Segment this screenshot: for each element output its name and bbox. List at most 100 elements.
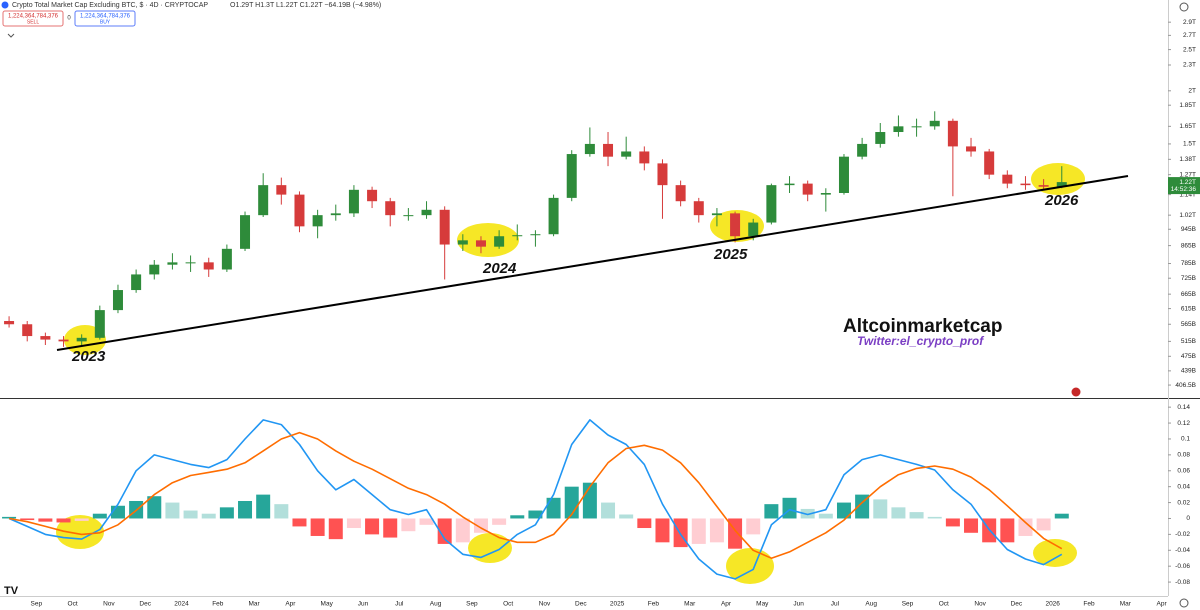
x-tick-label: 2026 <box>1045 601 1060 608</box>
sell-price[interactable]: 1,224,364,784,376 <box>8 14 59 20</box>
histogram-bar <box>528 510 543 519</box>
y-tick-label: 2.3T <box>1183 62 1196 69</box>
candle-body <box>348 189 359 214</box>
spread: 0 <box>67 16 71 22</box>
y-tick-label: 0.04 <box>1177 483 1190 490</box>
histogram-bar <box>1036 518 1051 531</box>
y-tick-label: 1.85T <box>1179 102 1196 109</box>
candle-body <box>221 248 232 270</box>
candle-body <box>475 240 486 247</box>
histogram-bar <box>691 518 706 544</box>
ohlc: O1.29T H1.3T L1.22T C1.22T −64.19B (−4.9… <box>230 2 381 9</box>
y-tick-label: 615B <box>1181 305 1196 312</box>
candle-body <box>58 339 69 342</box>
candle-body <box>766 185 777 223</box>
candle-body <box>911 126 922 128</box>
candle-body <box>76 337 87 342</box>
y-tick-label: 1.02T <box>1179 212 1196 219</box>
histogram-bar <box>746 518 761 535</box>
annotation: 2026 <box>1044 192 1079 209</box>
histogram-bar <box>328 518 343 540</box>
annotation: 2023 <box>71 348 106 365</box>
highlights <box>56 163 1085 584</box>
candle-body <box>149 264 160 275</box>
candle-body <box>675 185 686 202</box>
x-tick-label: Sep <box>902 601 914 608</box>
axes: 2.9T 2.7T 2.5T 2.3T 2T 1.85T 1.65T 1.5T 1.38T 1.2… <box>31 19 1200 608</box>
buy-price[interactable]: 1,224,364,784,376 <box>80 14 131 20</box>
y-tick-label: -0.04 <box>1175 547 1190 554</box>
histogram-bar <box>437 518 452 544</box>
x-tick-label: May <box>321 601 334 608</box>
y-tick-label: 439B <box>1181 368 1196 375</box>
y-tick-label: 1.65T <box>1179 123 1196 130</box>
x-tick-label: May <box>756 601 769 608</box>
sell-button[interactable] <box>2 10 64 27</box>
x-tick-label: Jul <box>831 601 840 608</box>
histogram-bar <box>201 513 216 519</box>
x-tick-label: Oct <box>503 601 513 608</box>
y-tick-label: -0.08 <box>1175 579 1190 586</box>
histogram-bar <box>92 513 107 519</box>
histogram-bar <box>836 502 851 519</box>
y-tick-label: 475B <box>1181 353 1196 360</box>
histogram-bar <box>673 518 688 548</box>
settings-icon[interactable] <box>1179 2 1189 12</box>
y-tick-label: 406.5B <box>1175 382 1196 389</box>
histogram-bar <box>274 504 289 519</box>
histogram-bar <box>1000 518 1015 543</box>
candle-body <box>1038 185 1049 187</box>
candle-body <box>730 213 741 237</box>
y-tick-label: 1.14T <box>1179 191 1196 198</box>
histogram-bar <box>909 512 924 519</box>
highlight <box>726 548 774 584</box>
candle-body <box>40 336 51 340</box>
candle-body <box>439 209 450 245</box>
flag-icon[interactable] <box>1071 387 1081 397</box>
highlight <box>457 223 519 257</box>
y-tick-label: 0 <box>1186 515 1190 522</box>
highlight <box>1033 539 1077 567</box>
watermark-handle: Twitter:el_crypto_prof <box>857 334 984 348</box>
x-tick-label: Aug <box>865 601 877 608</box>
x-tick-label: Oct <box>939 601 949 608</box>
candle-body <box>403 215 414 217</box>
x-tick-label: Mar <box>248 601 260 608</box>
sell-label[interactable]: SELL <box>27 19 39 25</box>
histogram-bar <box>891 507 906 519</box>
histogram-bar <box>310 518 325 536</box>
y-tick-label: 2.5T <box>1183 46 1196 53</box>
candle-body <box>929 120 940 127</box>
candle-body <box>1056 182 1067 187</box>
histogram-bar <box>2 516 17 519</box>
histogram-bar <box>655 518 670 543</box>
x-tick-label: Nov <box>539 601 551 608</box>
candle-body <box>838 156 849 194</box>
histogram-bar <box>455 518 470 543</box>
histogram-bar <box>292 518 307 527</box>
candle-body <box>203 262 214 270</box>
last-price: 1.22T <box>1179 179 1196 186</box>
highlight <box>56 515 104 549</box>
buy-button[interactable] <box>74 10 136 27</box>
candle-body <box>494 236 505 247</box>
x-tick-label: Oct <box>68 601 78 608</box>
candle-body <box>584 143 595 155</box>
buy-label[interactable]: BUY <box>100 19 111 25</box>
macd-line <box>8 419 1063 580</box>
candle-body <box>167 262 178 265</box>
highlight <box>1031 163 1085 195</box>
candle-body <box>94 310 105 338</box>
histogram-bar <box>419 518 434 525</box>
candle-body <box>185 262 196 264</box>
settings-icon[interactable] <box>1179 598 1189 608</box>
histogram-bar <box>346 518 361 529</box>
y-tick-label: 0.12 <box>1177 420 1190 427</box>
candle-body <box>639 151 650 164</box>
x-tick-label: Dec <box>1011 601 1023 608</box>
histogram-bar <box>510 515 525 519</box>
collapse-icon[interactable] <box>7 33 15 38</box>
y-tick-label: 0.08 <box>1177 452 1190 459</box>
histogram-bar <box>964 518 979 533</box>
histogram-bar <box>927 516 942 519</box>
